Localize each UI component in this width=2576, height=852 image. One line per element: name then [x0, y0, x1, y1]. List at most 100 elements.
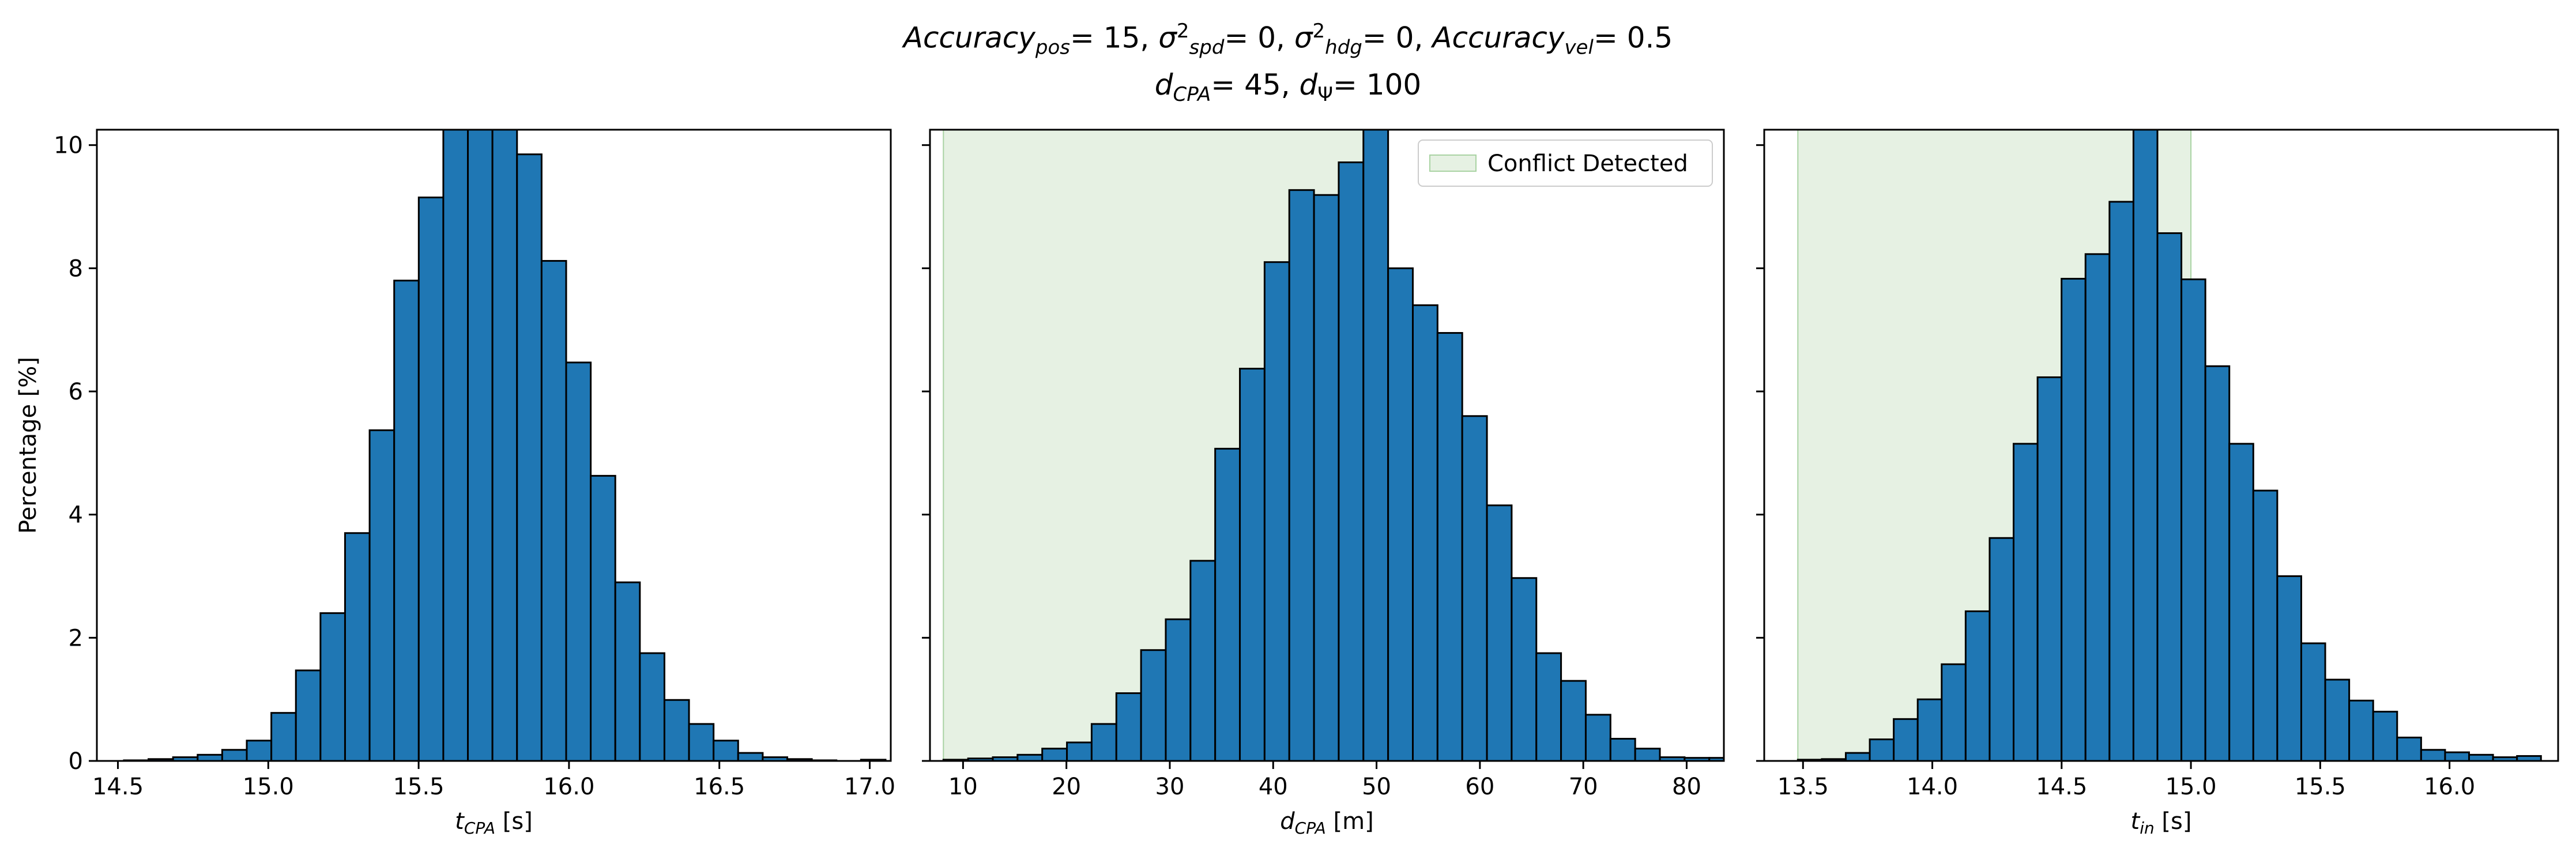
- x-tick-label: 80: [1672, 774, 1701, 800]
- x-tick-label: 16.0: [543, 774, 594, 800]
- x-tick-label: 10: [948, 774, 978, 800]
- histogram-bar: [2324, 678, 2351, 761]
- histogram-bar: [688, 723, 715, 761]
- plot-area: [123, 130, 887, 761]
- histogram-bar: [2180, 278, 2206, 761]
- histogram-bar: [516, 153, 543, 761]
- x-axis-label: tin [s]: [2131, 808, 2192, 838]
- histogram-bar: [270, 712, 297, 761]
- histogram-bar: [639, 652, 665, 761]
- histogram-bar: [737, 752, 764, 761]
- title-line-1: Accuracypos= 15, σ2spd= 0, σ2hdg= 0, Acc…: [903, 20, 1673, 59]
- histogram-bar: [246, 740, 273, 761]
- y-tick-label: 4: [69, 502, 83, 529]
- histogram-bar: [2108, 201, 2134, 761]
- panel-t_in: 13.5 14.0 14.5 15.0 15.5 16.0 tin [s]: [1756, 129, 2559, 838]
- x-tick-label: 15.0: [243, 774, 294, 800]
- x-tick-label: 15.0: [2166, 774, 2217, 800]
- histogram-bar: [368, 429, 396, 761]
- panel-d_cpa: 10 20 30 40 50 60 70 80 dCPA [m] Conflict Detecte…: [922, 129, 1725, 838]
- x-tick-label: 17.0: [844, 774, 895, 800]
- x-axis-label: dCPA [m]: [1280, 808, 1373, 838]
- histogram-bar: [1338, 161, 1365, 761]
- histogram-bar: [467, 130, 494, 761]
- legend-label: Conflict Detected: [1487, 150, 1688, 177]
- legend: Conflict Detected: [1418, 140, 1713, 187]
- histogram-bar: [1461, 415, 1488, 761]
- title-line-2: dCPA= 45, dΨ= 100: [1154, 67, 1422, 106]
- histogram-bar: [1387, 267, 1414, 761]
- histogram-bar: [2420, 749, 2446, 761]
- histogram-bar: [1066, 741, 1093, 761]
- histogram-bar: [2132, 130, 2159, 761]
- histogram-bar: [1140, 649, 1167, 761]
- histogram-bar: [1115, 692, 1142, 761]
- x-tick-label: 15.5: [393, 774, 445, 800]
- y-axis-label: Percentage [%]: [15, 357, 42, 534]
- histogram-bar: [2348, 699, 2374, 761]
- histogram-bar: [1584, 714, 1611, 761]
- histogram-bar: [540, 260, 567, 761]
- histogram-bar: [393, 280, 420, 761]
- histogram-bar: [1486, 504, 1513, 761]
- histogram-bar: [1869, 738, 1895, 761]
- y-tick-label: 2: [69, 625, 83, 651]
- x-tick-label: 70: [1569, 774, 1598, 800]
- histogram-bar: [1288, 189, 1315, 761]
- legend-swatch: [1429, 154, 1477, 172]
- histogram-bar: [1436, 332, 1463, 761]
- x-tick-label: 14.5: [2036, 774, 2087, 800]
- histogram-bar: [1411, 304, 1438, 761]
- histogram-bar: [1609, 738, 1636, 761]
- histogram-bar: [663, 699, 690, 761]
- histogram-bar: [344, 532, 371, 761]
- histogram-bar: [1313, 194, 1340, 761]
- plot-area: [1797, 130, 2542, 761]
- histogram-bar: [2228, 443, 2254, 761]
- histogram-bar: [590, 474, 616, 761]
- histogram-bar: [2372, 711, 2398, 761]
- histogram-bar: [1941, 663, 1967, 761]
- histogram-bar: [2444, 751, 2470, 761]
- x-tick-label: 40: [1259, 774, 1288, 800]
- histogram-bar: [1511, 577, 1538, 761]
- x-tick-label: 15.5: [2295, 774, 2346, 800]
- axes-frame: [1763, 129, 2559, 762]
- y-tick-label: 6: [69, 379, 83, 405]
- histogram-bar: [2036, 376, 2063, 761]
- histogram-bar: [1214, 447, 1241, 761]
- x-tick-label: 30: [1155, 774, 1185, 800]
- histogram-bar: [1535, 652, 1562, 761]
- y-tick-label: 0: [69, 748, 83, 775]
- histogram-bar: [1239, 367, 1266, 761]
- histogram-bar: [2013, 443, 2039, 761]
- histogram-bar: [1165, 618, 1192, 761]
- histogram-bar: [2156, 232, 2183, 761]
- histogram-bar: [1708, 757, 1724, 761]
- chart-title: Accuracypos= 15, σ2spd= 0, σ2hdg= 0, Acc…: [0, 13, 2576, 113]
- histogram-bar: [295, 669, 322, 761]
- x-tick-label: 16.0: [2424, 774, 2475, 800]
- histogram-bar: [1560, 680, 1587, 761]
- x-tick-label: 60: [1465, 774, 1494, 800]
- histogram-bar: [1844, 752, 1871, 761]
- histogram-bar: [417, 197, 445, 761]
- panel-t_cpa: 14.5 15.0 15.5 16.0 16.5 17.0 0 2 4 6 8 10 tCPA [s]: [54, 129, 895, 838]
- x-tick-label: 50: [1362, 774, 1391, 800]
- histogram-bar: [1263, 261, 1290, 761]
- histogram-bar: [491, 130, 518, 761]
- histogram-bar: [319, 612, 346, 761]
- histogram-bar: [1041, 748, 1068, 761]
- histogram-bar: [2252, 489, 2279, 761]
- histogram-bar: [442, 130, 469, 761]
- x-axis-label: tCPA [s]: [455, 808, 533, 838]
- y-tick-label: 8: [69, 255, 83, 282]
- axes-frame: [96, 129, 892, 762]
- histogram-bar: [614, 581, 641, 761]
- histogram-bar: [1016, 753, 1044, 761]
- histogram-bar: [1893, 718, 1919, 761]
- plot-area: [942, 130, 1724, 761]
- histogram-bar: [197, 753, 223, 761]
- histogram-bar: [1989, 537, 2015, 761]
